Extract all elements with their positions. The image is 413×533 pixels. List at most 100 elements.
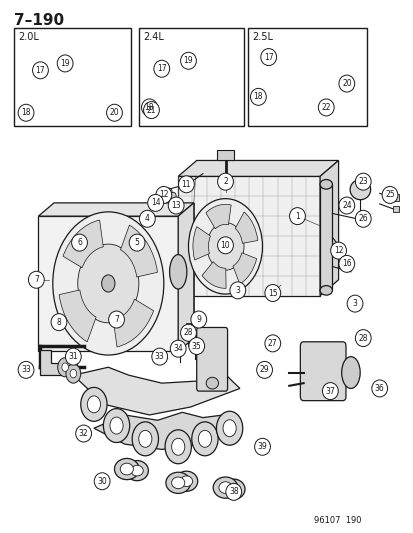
Ellipse shape	[264, 335, 280, 352]
Text: 30: 30	[97, 477, 107, 486]
Ellipse shape	[171, 477, 184, 489]
Text: 8: 8	[57, 318, 61, 327]
Wedge shape	[120, 225, 157, 277]
Text: 27: 27	[267, 339, 277, 348]
Text: 28: 28	[358, 334, 367, 343]
Bar	[247, 28, 366, 126]
FancyBboxPatch shape	[196, 327, 227, 391]
Ellipse shape	[65, 348, 81, 365]
Ellipse shape	[319, 180, 332, 189]
Wedge shape	[113, 299, 153, 347]
Text: 38: 38	[228, 487, 238, 496]
Circle shape	[171, 438, 184, 455]
Ellipse shape	[57, 55, 73, 72]
Text: 32: 32	[78, 429, 88, 438]
Text: 11: 11	[181, 180, 191, 189]
Ellipse shape	[143, 102, 159, 118]
Text: 29: 29	[259, 366, 269, 374]
Circle shape	[191, 422, 218, 456]
Bar	[14, 28, 131, 126]
Text: 26: 26	[358, 214, 367, 223]
Ellipse shape	[354, 173, 370, 190]
Ellipse shape	[188, 337, 204, 354]
Text: 16: 16	[341, 260, 351, 268]
Ellipse shape	[250, 88, 266, 106]
Text: 6: 6	[77, 238, 82, 247]
Ellipse shape	[225, 483, 241, 500]
Circle shape	[70, 369, 76, 378]
Text: 5: 5	[134, 238, 139, 247]
Ellipse shape	[120, 463, 133, 475]
Ellipse shape	[33, 62, 48, 79]
Ellipse shape	[147, 195, 163, 212]
Circle shape	[132, 422, 158, 456]
Text: 17: 17	[157, 64, 166, 73]
Text: 37: 37	[325, 386, 335, 395]
Circle shape	[165, 430, 191, 464]
Ellipse shape	[180, 52, 196, 69]
Text: 7–190: 7–190	[14, 13, 64, 28]
Text: 33: 33	[21, 366, 31, 374]
Ellipse shape	[131, 465, 143, 476]
Polygon shape	[40, 350, 77, 375]
Ellipse shape	[152, 348, 167, 365]
Text: 17: 17	[36, 66, 45, 75]
Ellipse shape	[354, 329, 370, 346]
Text: 25: 25	[384, 190, 394, 199]
Circle shape	[188, 199, 262, 294]
Ellipse shape	[371, 380, 387, 397]
Ellipse shape	[218, 482, 232, 494]
Text: 3: 3	[235, 286, 240, 295]
Circle shape	[66, 364, 81, 383]
Ellipse shape	[256, 361, 272, 378]
Text: 2.4L: 2.4L	[143, 32, 164, 42]
Text: 31: 31	[69, 352, 78, 361]
Text: 18: 18	[253, 92, 263, 101]
Circle shape	[221, 240, 229, 252]
Ellipse shape	[217, 237, 233, 254]
Polygon shape	[73, 367, 239, 415]
Text: 23: 23	[358, 177, 367, 186]
Ellipse shape	[319, 286, 332, 295]
Wedge shape	[63, 220, 103, 268]
Circle shape	[78, 244, 138, 323]
Polygon shape	[54, 203, 193, 338]
Circle shape	[103, 409, 129, 442]
Polygon shape	[38, 203, 193, 216]
Ellipse shape	[217, 173, 233, 190]
Ellipse shape	[71, 234, 87, 251]
Ellipse shape	[338, 75, 354, 92]
Bar	[392, 206, 399, 212]
Text: 24: 24	[341, 201, 351, 210]
Ellipse shape	[156, 187, 171, 204]
Ellipse shape	[51, 314, 66, 330]
Ellipse shape	[108, 311, 124, 328]
Text: 13: 13	[171, 201, 180, 210]
Text: 1: 1	[294, 212, 299, 221]
Ellipse shape	[229, 282, 245, 299]
Ellipse shape	[106, 104, 122, 121]
Ellipse shape	[254, 438, 270, 455]
Wedge shape	[235, 212, 257, 243]
Text: 18: 18	[144, 103, 154, 112]
Text: 12: 12	[159, 190, 168, 199]
Polygon shape	[217, 150, 233, 160]
Ellipse shape	[381, 187, 397, 204]
Circle shape	[206, 222, 243, 270]
Ellipse shape	[213, 477, 237, 498]
Ellipse shape	[18, 361, 34, 378]
Text: 2: 2	[223, 177, 227, 186]
Ellipse shape	[76, 425, 91, 442]
Ellipse shape	[170, 340, 186, 357]
FancyBboxPatch shape	[299, 342, 345, 401]
Ellipse shape	[126, 461, 148, 481]
Text: 19: 19	[183, 56, 193, 65]
Text: 7: 7	[114, 315, 119, 324]
Wedge shape	[233, 253, 256, 284]
Circle shape	[53, 212, 164, 355]
Ellipse shape	[341, 357, 359, 389]
Ellipse shape	[18, 104, 34, 121]
Ellipse shape	[227, 484, 239, 495]
Circle shape	[87, 396, 100, 413]
Ellipse shape	[175, 471, 197, 491]
